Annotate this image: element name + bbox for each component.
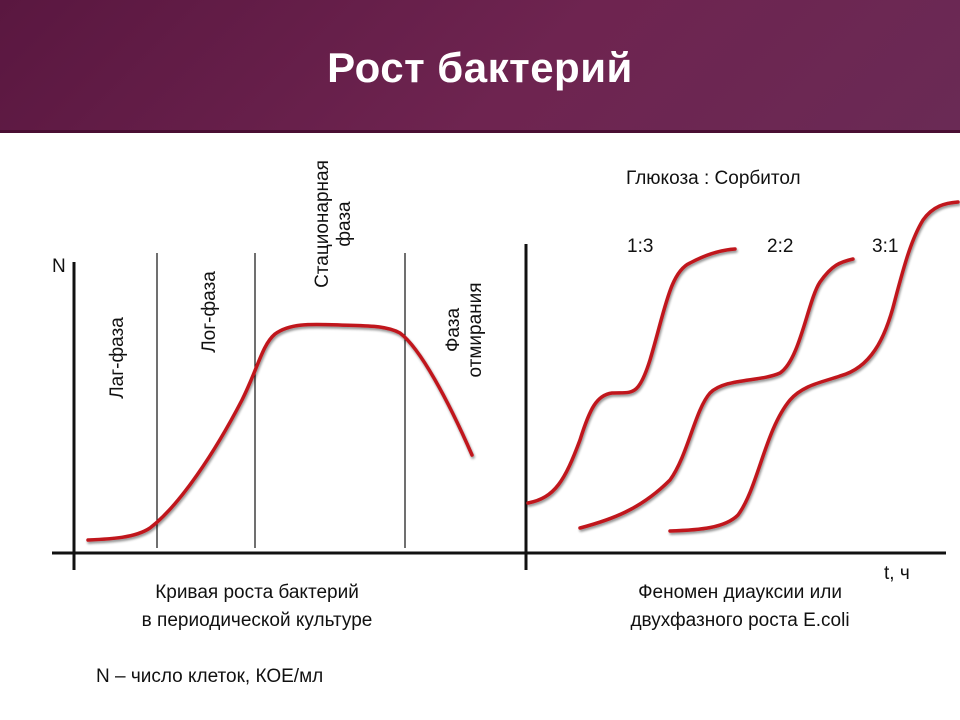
phase-label-death: Фаза отмирания bbox=[443, 282, 486, 378]
phase-label-lag: Лаг-фаза bbox=[107, 317, 128, 399]
left-caption-line-1: Кривая роста бактерий bbox=[155, 582, 359, 603]
left-caption-line-2: в периодической культуре bbox=[141, 610, 373, 631]
diauxie-curve-3-1 bbox=[668, 200, 960, 533]
right-caption-line-2: двухфазного роста E.coli bbox=[630, 610, 850, 631]
right-caption-line-1: Феномен диауксии или bbox=[638, 582, 842, 603]
x-axis-label: t, ч bbox=[884, 563, 910, 584]
phase-label-stationary: Стационарная фаза bbox=[312, 160, 355, 288]
legend-note: N – число клеток, КОЕ/мл bbox=[96, 666, 324, 687]
left-caption: Кривая роста бактерий в периодической ку… bbox=[92, 579, 422, 635]
ratio-label-1-3: 1:3 bbox=[627, 236, 654, 257]
phase-label-log: Лог-фаза bbox=[199, 271, 220, 353]
title-banner: Рост бактерий bbox=[0, 0, 960, 133]
right-caption: Феномен диауксии или двухфазного роста E… bbox=[590, 579, 890, 635]
diauxie-curve-2-2 bbox=[578, 257, 855, 530]
diauxie-curve-1-3 bbox=[526, 247, 737, 505]
slide-title: Рост бактерий bbox=[327, 44, 633, 91]
ratio-label-2-2: 2:2 bbox=[767, 236, 794, 257]
y-axis-label: N bbox=[52, 256, 66, 277]
batch-growth-curve bbox=[86, 322, 474, 542]
ratio-label-3-1: 3:1 bbox=[872, 236, 899, 257]
ratio-header: Глюкоза : Сорбитол bbox=[626, 168, 801, 189]
